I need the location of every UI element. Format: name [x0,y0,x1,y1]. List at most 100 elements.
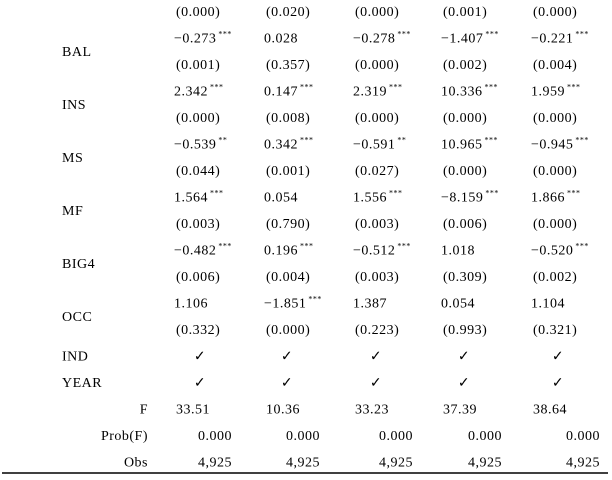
coefficient: −0.278 [353,32,395,47]
check-mark: ✓ [281,376,293,391]
stat-value: 37.39 [443,403,477,418]
stat-value: 4,925 [468,456,502,471]
significance-stars: *** [397,241,411,250]
coefficient: −1.407 [441,32,483,47]
significance-stars: *** [300,135,314,144]
check-mark: ✓ [552,376,564,391]
variable-label: OCC [62,310,92,325]
significance-stars: *** [300,82,314,91]
p-value: (0.000) [176,111,220,126]
coefficient: 1.959 [531,85,565,100]
stat-value: 33.23 [355,403,389,418]
significance-stars: *** [567,82,581,91]
p-value: (0.001) [443,5,487,20]
stat-label: Obs [124,456,148,471]
p-value: (0.000) [266,323,310,338]
stat-value: 0.000 [566,429,600,444]
p-value: (0.000) [355,111,399,126]
variable-label: MS [62,151,83,166]
p-value: (0.332) [176,323,220,338]
coefficient: 0.054 [264,191,298,206]
coefficient: 0.147 [264,85,298,100]
coefficient: −1.851 [264,297,306,312]
control-label: IND [62,350,88,365]
coefficient: −0.945 [531,138,573,153]
coefficient: 1.104 [531,297,565,312]
coefficient: 0.196 [264,244,298,259]
coefficient: 0.342 [264,138,298,153]
significance-stars: *** [485,135,499,144]
coefficient: 10.965 [441,138,483,153]
p-value: (0.790) [266,217,310,232]
p-value: (0.000) [443,111,487,126]
p-value: (0.006) [176,270,220,285]
coefficient: 1.106 [174,297,208,312]
coefficient: −0.273 [174,32,216,47]
stat-label: Prob(F) [101,429,148,444]
p-value: (0.001) [176,58,220,73]
significance-stars: *** [485,29,499,38]
p-value: (0.020) [266,5,310,20]
significance-stars: *** [485,82,499,91]
coefficient: 1.564 [174,191,208,206]
p-value: (0.000) [355,58,399,73]
check-mark: ✓ [370,350,382,365]
p-value: (0.223) [355,323,399,338]
control-label: YEAR [62,376,102,391]
stat-value: 10.36 [266,403,300,418]
coefficient: 1.556 [353,191,387,206]
check-mark: ✓ [281,350,293,365]
coefficient: −0.520 [531,244,573,259]
coefficient: 0.054 [441,297,475,312]
significance-stars: ** [218,135,227,144]
significance-stars: ** [397,135,406,144]
significance-stars: *** [218,241,232,250]
stat-label: F [140,403,148,418]
p-value: (0.003) [176,217,220,232]
significance-stars: *** [218,29,232,38]
significance-stars: *** [485,188,499,197]
coefficient: −0.512 [353,244,395,259]
stat-value: 4,925 [379,456,413,471]
stat-value: 4,925 [566,456,600,471]
p-value: (0.000) [533,217,577,232]
p-value: (0.003) [355,270,399,285]
coefficient: −0.591 [353,138,395,153]
check-mark: ✓ [458,376,470,391]
coefficient: 10.336 [441,85,483,100]
p-value: (0.004) [266,270,310,285]
p-value: (0.000) [533,5,577,20]
stat-value: 0.000 [286,429,320,444]
coefficient: −8.159 [441,191,483,206]
significance-stars: *** [575,29,589,38]
check-mark: ✓ [194,350,206,365]
coefficient: −0.482 [174,244,216,259]
p-value: (0.006) [443,217,487,232]
p-value: (0.027) [355,164,399,179]
significance-stars: *** [567,188,581,197]
coefficient: 1.387 [353,297,387,312]
variable-label: INS [62,98,86,113]
p-value: (0.003) [355,217,399,232]
stat-value: 0.000 [379,429,413,444]
coefficient: 1.018 [441,244,475,259]
stat-value: 4,925 [198,456,232,471]
significance-stars: *** [575,135,589,144]
p-value: (0.000) [533,111,577,126]
significance-stars: *** [210,82,224,91]
p-value: (0.000) [443,164,487,179]
significance-stars: *** [308,294,322,303]
check-mark: ✓ [370,376,382,391]
stat-value: 4,925 [286,456,320,471]
stat-value: 0.000 [468,429,502,444]
p-value: (0.993) [443,323,487,338]
p-value: (0.321) [533,323,577,338]
significance-stars: *** [210,188,224,197]
coefficient: 2.342 [174,85,208,100]
significance-stars: *** [389,188,403,197]
p-value: (0.001) [266,164,310,179]
stat-value: 38.64 [533,403,567,418]
p-value: (0.002) [533,270,577,285]
coefficient: 0.028 [264,32,298,47]
p-value: (0.000) [355,5,399,20]
